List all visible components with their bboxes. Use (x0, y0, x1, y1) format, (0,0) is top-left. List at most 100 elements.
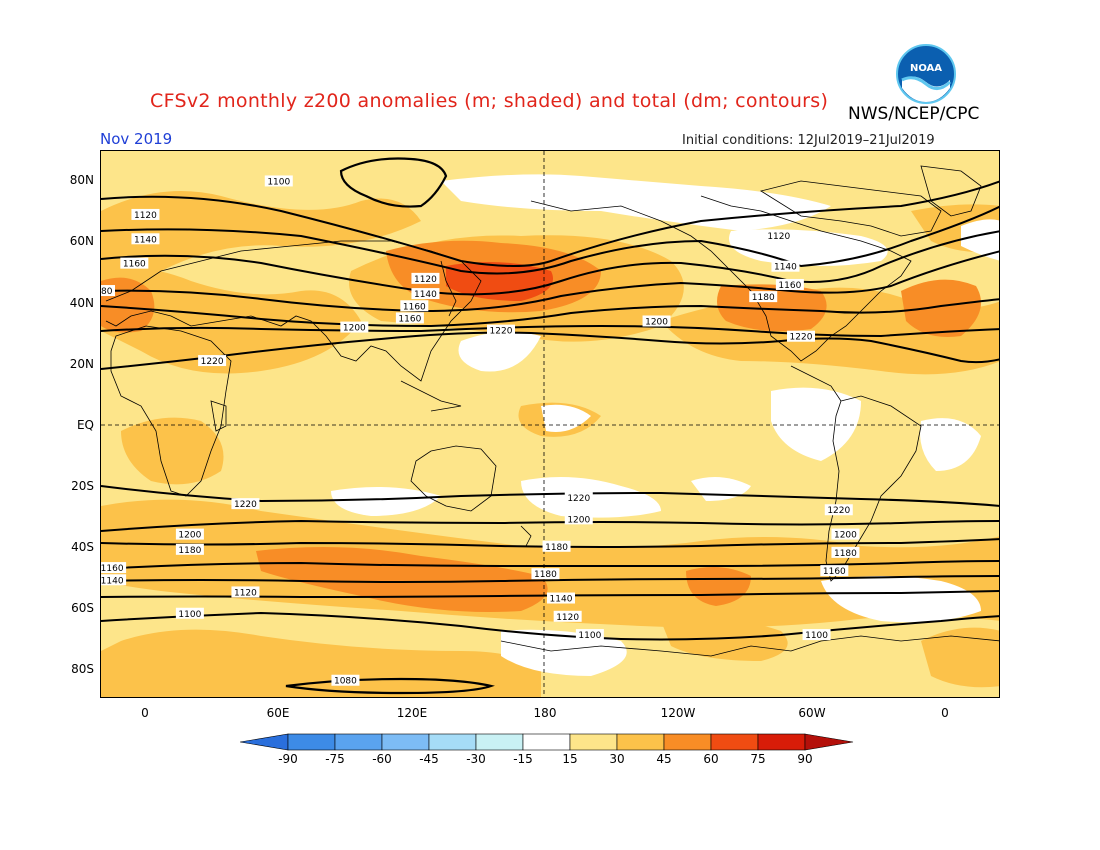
lat-label-60s: 60S (71, 601, 94, 615)
contour-label: 1200 (645, 317, 668, 327)
contour-label: 1160 (403, 302, 426, 312)
contour-label-bg (198, 355, 227, 367)
colorbar-segment (428, 733, 477, 751)
colorbar-arrow-high (804, 733, 854, 751)
contour-label-bg (101, 285, 115, 297)
contour-label-bg (771, 260, 800, 272)
contour-label: 1100 (267, 177, 290, 187)
colorbar-segment (569, 733, 618, 751)
contour-label-bg (542, 540, 571, 552)
lat-label-20n: 20N (69, 357, 94, 371)
contour-label: 1160 (778, 281, 801, 291)
lat-label-80s: 80S (71, 662, 94, 676)
contour-label: 1160 (398, 314, 421, 324)
colorbar-segment (757, 733, 806, 751)
colorbar-segment (475, 733, 524, 751)
contour-label: 1200 (834, 531, 857, 541)
contour-label-bg (264, 175, 293, 187)
contour-label: 1080 (334, 677, 357, 687)
contour-label: 1160 (101, 564, 124, 574)
initial-conditions: Initial conditions: 12Jul2019–21Jul2019 (682, 133, 935, 148)
colorbar-tick-label: -15 (513, 752, 533, 766)
colorbar-segment (334, 733, 383, 751)
contour-label: 1180 (101, 287, 113, 297)
contour-label: 1120 (134, 211, 157, 221)
colorbar-segment (710, 733, 759, 751)
contour-label-bg (231, 498, 260, 510)
contour-label: 1160 (823, 567, 846, 577)
contour-label-bg (749, 291, 778, 303)
colorbar-tick-label: 60 (703, 752, 719, 766)
lon-label-60w: 60W (798, 706, 826, 720)
contour-label: 1220 (827, 506, 850, 516)
colorbar-segment (287, 733, 336, 751)
contour-label: 1140 (414, 290, 437, 300)
contour-label-bg (131, 233, 160, 245)
contour-label: 1220 (790, 333, 813, 343)
colorbar-tick-label: -75 (325, 752, 345, 766)
contour-label-bg (787, 330, 815, 342)
contour-label-bg (831, 528, 860, 540)
contour-label-bg (820, 565, 849, 577)
lat-label-eq: EQ (76, 418, 94, 432)
contour-label-bg (775, 278, 804, 290)
anomaly-map: 1100112011401160118011201140116011601200… (100, 150, 1000, 698)
contour-label: 1120 (556, 613, 579, 623)
colorbar-arrow-low (239, 733, 289, 751)
contour-label-bg (101, 574, 127, 586)
colorbar-tick-label: -30 (466, 752, 486, 766)
contour-label-bg (487, 324, 515, 336)
contour-label: 1180 (178, 546, 201, 556)
contour-label-bg (400, 300, 429, 312)
organization-label: NWS/NCEP/CPC (848, 104, 980, 124)
contour-label: 1200 (178, 531, 201, 541)
contour-label: 1160 (123, 260, 146, 270)
contour-label-bg (531, 568, 560, 580)
contour-label: 1180 (534, 570, 557, 580)
colorbar-tick-label: -60 (372, 752, 392, 766)
colorbar-tick-label: -45 (419, 752, 439, 766)
contour-label-bg (802, 629, 831, 641)
lon-label-0-east: 0 (941, 706, 949, 720)
contour-label-bg (395, 312, 424, 324)
lon-label-60e: 60E (266, 706, 290, 720)
contour-label-bg (642, 315, 671, 327)
coastlines (105, 165, 999, 657)
noaa-logo-text: NOAA (910, 63, 942, 74)
colorbar-segment (663, 733, 712, 751)
contour-label: 1180 (545, 543, 568, 553)
contour-label: 1220 (201, 357, 224, 367)
lon-label-120e: 120E (396, 706, 428, 720)
contour-label: 1100 (578, 631, 601, 641)
contour-label-bg (831, 546, 860, 558)
contour-label-bg (175, 528, 204, 540)
contour-label: 1100 (805, 631, 828, 641)
contour-label: 1120 (767, 232, 790, 242)
contour-label-bg (331, 674, 360, 686)
contour-label: 1140 (550, 595, 573, 605)
contour-label: 1120 (234, 588, 257, 598)
contour-label-bg (553, 610, 582, 622)
contour-label: 1140 (134, 235, 157, 245)
colorbar-tick-label: 15 (562, 752, 578, 766)
lat-label-20s: 20S (71, 479, 94, 493)
lon-label-180: 180 (533, 706, 557, 720)
contour-label-bg (131, 208, 160, 220)
contour-label-bg (231, 586, 260, 598)
lat-label-80n: 80N (69, 173, 94, 187)
lat-label-40n: 40N (69, 296, 94, 310)
contour-label: 1120 (414, 275, 437, 285)
contour-label: 1140 (774, 263, 797, 273)
lon-label-120w: 120W (660, 706, 696, 720)
lat-label-40s: 40S (71, 540, 94, 554)
contour-label-bg (764, 230, 793, 242)
contour-label: 1180 (834, 549, 857, 559)
forecast-period: Nov 2019 (100, 130, 173, 148)
lat-label-60n: 60N (69, 234, 94, 248)
contour-label: 1180 (752, 293, 775, 303)
colorbar-tick-label: -90 (278, 752, 298, 766)
colorbar-tick-label: 30 (609, 752, 625, 766)
contour-label: 1220 (490, 327, 513, 337)
contour-label: 1220 (567, 494, 590, 504)
contour-label-bg (120, 257, 149, 269)
